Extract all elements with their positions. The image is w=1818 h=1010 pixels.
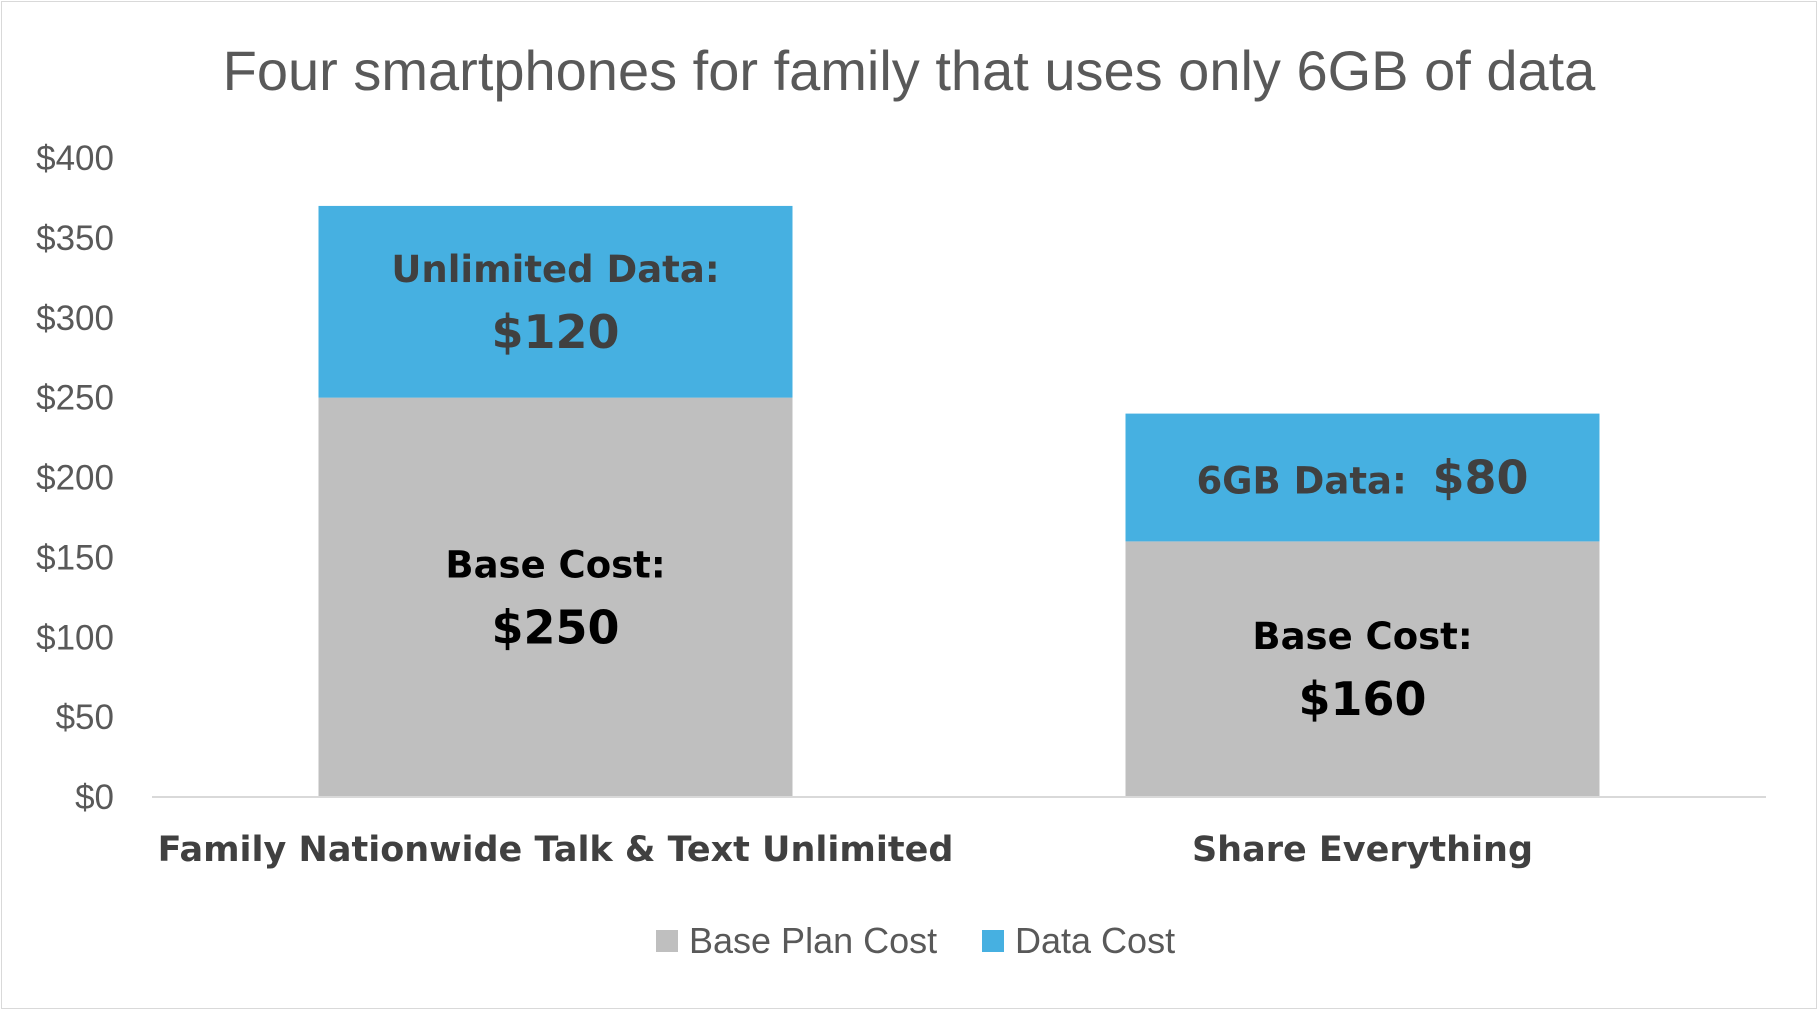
data-label-value: $120	[491, 305, 619, 359]
bar-segment-base-plan-cost	[318, 397, 793, 797]
legend: Base Plan Cost Data Cost	[656, 920, 1175, 961]
x-axis: Family Nationwide Talk & Text Unlimited S…	[152, 796, 1766, 870]
y-tick-label: $50	[56, 698, 114, 737]
y-tick-label: $400	[36, 139, 114, 178]
bar-segment-base-plan-cost	[1125, 541, 1600, 797]
data-label-value: $160	[1298, 672, 1426, 726]
legend-label: Data Cost	[1015, 920, 1175, 961]
data-label-title: Base Cost:	[445, 543, 665, 586]
legend-item: Data Cost	[982, 920, 1175, 961]
legend-item: Base Plan Cost	[656, 920, 937, 961]
y-tick-label: $0	[75, 778, 114, 817]
legend-label: Base Plan Cost	[689, 920, 937, 961]
legend-swatch	[982, 930, 1004, 952]
y-tick-label: $150	[36, 538, 114, 577]
y-tick-label: $200	[36, 459, 114, 498]
data-label-value: $250	[491, 600, 619, 654]
bar-segment-data-cost	[318, 205, 793, 398]
data-label: 6GB Data: $80	[1196, 451, 1528, 505]
data-label-title: Base Cost:	[1252, 615, 1472, 658]
data-label-title: 6GB Data:	[1196, 460, 1432, 503]
x-category-label: Family Nationwide Talk & Text Unlimited	[158, 830, 954, 870]
y-tick-label: $350	[36, 219, 114, 258]
chart-title: Four smartphones for family that uses on…	[223, 39, 1597, 102]
y-tick-label: $300	[36, 299, 114, 338]
data-label-value: $80	[1433, 451, 1529, 505]
data-label-title: Unlimited Data:	[391, 248, 719, 291]
x-category-label: Share Everything	[1192, 830, 1533, 870]
y-axis: $0 $50 $100 $150 $200 $250 $300 $350 $400	[36, 139, 114, 817]
y-tick-label: $100	[36, 618, 114, 657]
y-tick-label: $250	[36, 379, 114, 418]
legend-swatch	[656, 930, 678, 952]
bar-segment-data-cost	[1125, 413, 1600, 542]
bars: Base Cost: $250 Unlimited Data: $120 Base Co…	[318, 205, 1600, 797]
